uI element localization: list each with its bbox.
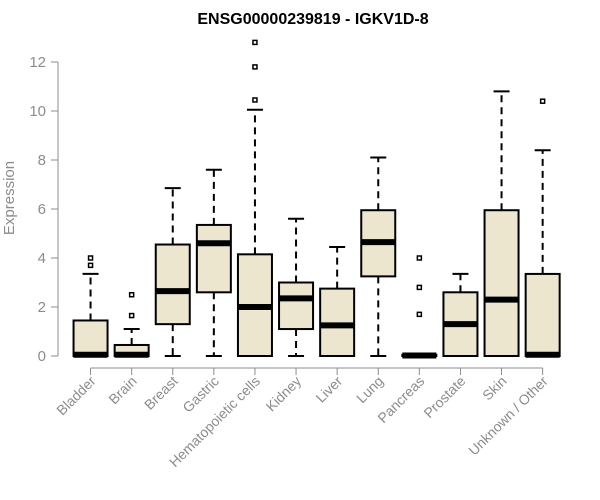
box-breast (154, 187, 191, 357)
iqr-box (72, 319, 109, 358)
box-group (72, 39, 561, 359)
outlier-point (416, 311, 423, 318)
x-tick-label: Liver (312, 373, 345, 406)
y-tick-label: 10 (29, 103, 46, 120)
x-tick-label: Skin (479, 373, 510, 404)
y-tick-label: 6 (38, 201, 46, 218)
iqr-box (278, 281, 315, 331)
y-tick-label: 8 (38, 152, 46, 169)
box-skin (483, 90, 520, 357)
y-tick-label: 0 (38, 348, 46, 365)
y-axis-label: Expression (1, 161, 18, 235)
iqr-box (154, 243, 191, 326)
chart-title: ENSG00000239819 - IGKV1D-8 (197, 11, 428, 28)
x-tick-label: Breast (141, 373, 181, 413)
box-unknown-other (524, 98, 561, 358)
iqr-box (524, 272, 561, 357)
iqr-box (483, 209, 520, 357)
x-tick-label: Prostate (420, 373, 468, 421)
outlier-point (416, 255, 423, 261)
outlier-point (252, 64, 258, 70)
box-bladder (72, 255, 109, 358)
outlier-point (128, 312, 135, 319)
iqr-box (319, 287, 356, 357)
x-tick-label: Brain (105, 373, 139, 407)
y-tick-label: 4 (38, 250, 46, 267)
box-liver (319, 245, 356, 357)
outlier-point (128, 292, 135, 298)
outlier-point (87, 262, 94, 269)
outlier-point (539, 98, 546, 104)
box-kidney (278, 217, 315, 357)
y-axis: 0 2 4 6 8 10 12 (29, 54, 59, 365)
x-tick-label: Kidney (263, 373, 305, 415)
box-hematopoietic-cells (236, 39, 273, 357)
y-tick-label: 12 (29, 54, 46, 71)
x-tick-label: Bladder (53, 373, 99, 419)
x-tick-label: Lung (353, 373, 386, 406)
iqr-box (195, 223, 232, 294)
outlier-point (252, 39, 258, 46)
y-tick-label: 2 (38, 299, 46, 316)
box-brain (113, 292, 150, 358)
outlier-point (416, 284, 423, 291)
outlier-point (87, 255, 94, 261)
outlier-point (252, 97, 258, 103)
box-pancreas (401, 255, 438, 359)
box-lung (360, 156, 397, 357)
box-gastric (195, 168, 232, 357)
box-prostate (442, 272, 479, 357)
